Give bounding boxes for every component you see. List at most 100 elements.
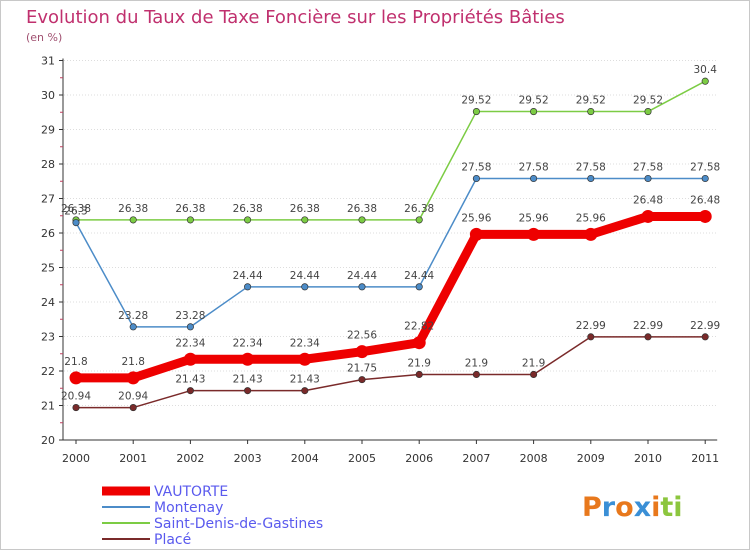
y-tick-label: 24: [41, 296, 55, 309]
data-label: 21.75: [347, 363, 377, 375]
data-label: 24.44: [404, 270, 434, 282]
data-label: 22.99: [576, 320, 606, 332]
data-label: 27.58: [461, 161, 491, 173]
data-label: 27.58: [519, 161, 549, 173]
data-label: 21.9: [465, 357, 488, 369]
data-point: [358, 216, 366, 224]
x-tick-label: 2006: [405, 452, 433, 465]
data-label: 21.43: [175, 374, 205, 386]
data-point: [472, 174, 480, 183]
data-point: [472, 108, 480, 116]
data-point: [698, 209, 712, 223]
chart-subtitle: (en %): [26, 31, 62, 44]
data-point: [527, 227, 541, 241]
x-tick-label: 2009: [577, 452, 605, 465]
series-line: [76, 80, 706, 221]
data-label: 26.48: [633, 194, 663, 206]
data-label: 22.99: [633, 320, 663, 332]
x-tick-label: 2003: [234, 452, 262, 465]
x-tick-label: 2011: [691, 452, 719, 465]
data-point: [530, 370, 538, 379]
data-point: [244, 387, 252, 395]
data-point: [301, 216, 309, 224]
data-label: 20.94: [61, 391, 91, 403]
y-tick-label: 25: [41, 262, 55, 275]
data-point: [358, 283, 366, 291]
data-label: 21.9: [408, 357, 431, 369]
series-line: [76, 336, 706, 409]
data-label: 21.8: [64, 356, 87, 368]
data-point: [301, 283, 309, 291]
data-point: [69, 371, 83, 385]
data-point: [129, 404, 137, 412]
data-point: [241, 352, 255, 366]
data-point: [587, 174, 595, 183]
data-label: 25.96: [461, 212, 491, 224]
data-point: [412, 336, 426, 350]
data-point: [587, 333, 595, 341]
data-point: [129, 216, 137, 224]
data-label: 22.99: [690, 320, 720, 332]
data-label: 29.52: [633, 95, 663, 107]
data-point: [530, 108, 538, 116]
data-point: [72, 404, 80, 412]
data-label: 27.58: [633, 161, 663, 173]
y-tick-label: 31: [41, 55, 55, 68]
data-label: 26.38: [233, 203, 263, 215]
data-label: 23.28: [175, 310, 205, 322]
data-label: 26.48: [690, 194, 720, 206]
data-point: [186, 323, 194, 331]
legend-label: VAUTORTE: [154, 484, 228, 500]
x-tick-label: 2010: [634, 452, 662, 465]
series-plac-: 20.94 20.94 21.43 21.43 21.43 21.75 21.9 21.9 21…: [61, 320, 720, 412]
proxiti-logo: Proxiti: [582, 492, 683, 523]
data-point: [644, 174, 652, 183]
data-label: 20.94: [118, 391, 148, 403]
series-vautorte: 21.8 21.8 22.34 22.34 22.34 22.56 22.82 25.96 25…: [64, 194, 720, 385]
data-point: [644, 108, 652, 116]
data-point: [701, 174, 709, 183]
x-tick-label: 2001: [119, 452, 147, 465]
data-label: 21.43: [290, 374, 320, 386]
series-line: [75, 177, 706, 328]
data-point: [186, 387, 194, 395]
data-label: 26.38: [61, 203, 91, 215]
data-point: [244, 283, 252, 291]
y-tick-label: 23: [41, 331, 55, 344]
data-label: 27.58: [690, 161, 720, 173]
legend-label: Placé: [154, 532, 191, 548]
data-label: 22.34: [290, 337, 320, 349]
data-point: [472, 370, 480, 379]
y-tick-label: 30: [41, 89, 55, 102]
series-montenay: 26.3 23.28 23.28 24.44 24.44 24.44 24.44 27.58 2…: [64, 161, 720, 331]
data-point: [244, 216, 252, 224]
data-point: [584, 227, 598, 241]
data-point: [72, 219, 80, 227]
data-point: [183, 352, 197, 366]
data-label: 26.38: [118, 203, 148, 215]
y-tick-label: 26: [41, 227, 55, 240]
x-tick-label: 2008: [520, 452, 548, 465]
data-point: [186, 216, 194, 224]
data-point: [415, 283, 423, 291]
y-tick-label: 22: [41, 365, 55, 378]
data-label: 26.38: [404, 203, 434, 215]
chart-title: Evolution du Taux de Taxe Foncière sur l…: [26, 7, 565, 28]
data-point: [587, 108, 595, 116]
data-point: [126, 371, 140, 385]
data-label: 21.43: [233, 374, 263, 386]
data-label: 25.96: [519, 212, 549, 224]
data-label: 29.52: [519, 95, 549, 107]
data-label: 29.52: [576, 95, 606, 107]
data-point: [641, 209, 655, 223]
x-tick-label: 2000: [62, 452, 90, 465]
data-label: 22.56: [347, 330, 377, 342]
data-point: [129, 323, 137, 331]
data-label: 30.4: [694, 64, 718, 76]
y-tick-label: 21: [41, 400, 55, 413]
series-line: [76, 211, 706, 383]
data-label: 25.96: [576, 212, 606, 224]
data-point: [355, 345, 369, 359]
data-point: [298, 352, 312, 366]
